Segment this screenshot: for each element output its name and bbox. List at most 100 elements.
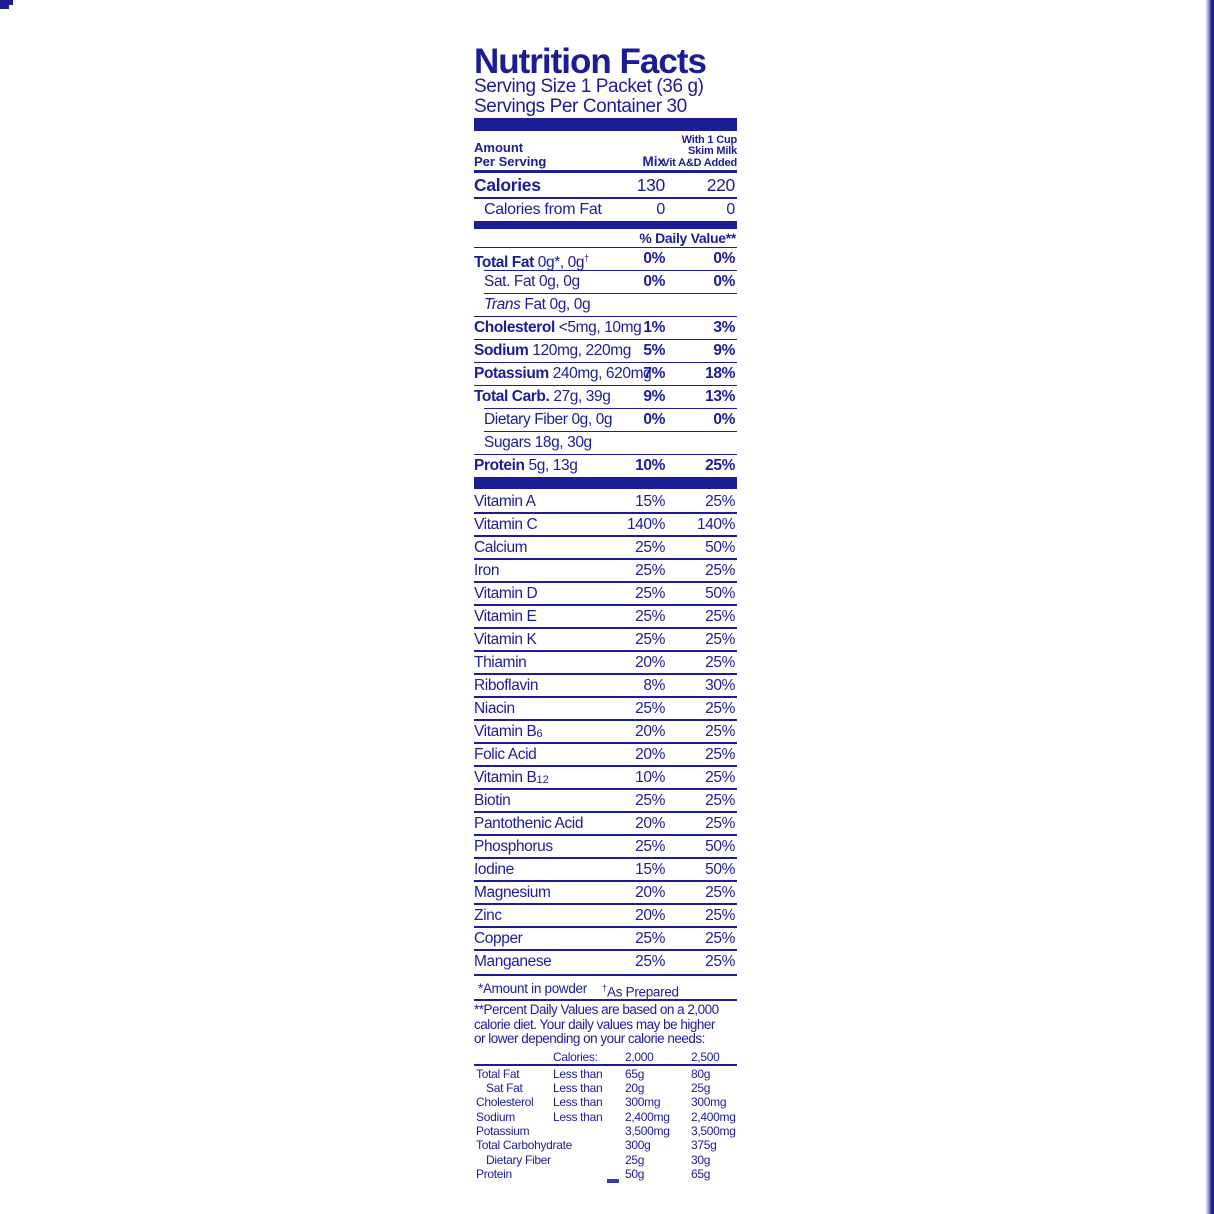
reference-qualifier: Less than — [553, 1109, 603, 1124]
reference-value-2500: 300mg — [691, 1095, 727, 1110]
row-separator — [484, 407, 737, 409]
vitamin-row: Thiamin 20% 25% — [474, 652, 737, 674]
row-separator — [474, 834, 737, 836]
vitamin-label: Calcium — [474, 539, 528, 556]
vitamin-row: Vitamin A 15% 25% — [474, 491, 737, 513]
vitamin-row: Vitamin K 25% 25% — [474, 629, 737, 651]
vitamin-mix-percent: 25% — [635, 584, 665, 602]
vitamin-row: Calcium 25% 50% — [474, 537, 737, 559]
vitamin-prepared-percent: 25% — [705, 929, 735, 947]
separator-line — [474, 999, 737, 1001]
vitamin-subscript: 12 — [536, 773, 549, 786]
as-prepared-note: †As Prepared — [602, 983, 679, 1000]
prepared-header-line1: With 1 Cup — [681, 133, 738, 146]
vitamin-prepared-percent: 50% — [705, 584, 735, 602]
vitamin-prepared-percent: 25% — [705, 699, 735, 717]
row-separator — [484, 430, 737, 432]
calories-from-fat-label: Calories from Fat — [484, 201, 602, 218]
reference-value-2500: 2,400mg — [691, 1109, 736, 1124]
vitamin-mix-percent: 20% — [635, 722, 665, 740]
nutrient-name: Sat. Fat — [484, 273, 536, 290]
reference-value-2000: 20g — [625, 1081, 645, 1096]
vitamin-mix-percent: 25% — [635, 538, 665, 556]
note-line-1: **Percent Daily Values are based on a 2,… — [474, 1002, 719, 1017]
vitamin-label: Vitamin D — [474, 585, 538, 602]
row-separator — [474, 453, 737, 455]
vitamin-name: Magnesium — [474, 883, 551, 901]
nutrient-row: Total Fat 0g*, 0g† 0% 0% — [474, 248, 737, 271]
column-header-block: Amount Per Serving Mix With 1 Cup Skim M… — [474, 131, 737, 170]
nutrient-row: Trans Fat 0g, 0g — [474, 294, 737, 316]
reference-name: Cholesterol — [476, 1095, 534, 1110]
nutrient-mix-percent: 5% — [643, 342, 665, 359]
nutrient-label: Sugars 18g, 30g — [474, 434, 592, 451]
reference-value-2000: 300mg — [625, 1095, 661, 1110]
vitamin-rows: Vitamin A 15% 25% Vitamin C 140% 140% Calcium 2… — [474, 491, 737, 973]
reference-value-2500: 25g — [691, 1081, 711, 1096]
vitamin-prepared-percent: 25% — [705, 492, 735, 510]
vitamin-name: Zinc — [474, 906, 502, 924]
vitamin-label: Magnesium — [474, 884, 551, 901]
vitamin-row: Vitamin B6 20% 25% — [474, 721, 737, 743]
nutrient-mix-percent: 0% — [643, 273, 665, 290]
nutrient-name: Sodium — [474, 342, 529, 359]
vitamin-label: Vitamin B6 — [474, 723, 543, 740]
row-separator — [474, 558, 737, 560]
vitamin-row: Vitamin B12 10% 25% — [474, 767, 737, 789]
percent-daily-value-note: **Percent Daily Values are based on a 2,… — [474, 1002, 737, 1047]
vitamin-prepared-percent: 25% — [705, 653, 735, 671]
nutrition-facts-panel: Nutrition Facts Serving Size 1 Packet (3… — [474, 44, 737, 1181]
calories-from-fat-prepared-value: 0 — [726, 201, 735, 218]
reference-value-2000: 50g — [625, 1166, 645, 1181]
vitamin-mix-percent: 10% — [635, 768, 665, 786]
nutrient-mix-percent: 1% — [643, 319, 665, 336]
vitamin-row: Copper 25% 25% — [474, 928, 737, 950]
vitamin-label: Folic Acid — [474, 746, 537, 763]
row-separator — [474, 765, 737, 767]
row-separator — [474, 949, 737, 951]
vitamin-prepared-percent: 25% — [705, 722, 735, 740]
vitamin-label: Biotin — [474, 792, 511, 809]
vitamin-mix-percent: 25% — [635, 561, 665, 579]
reference-value-2500: 3,500mg — [691, 1123, 736, 1138]
vitamin-name: Vitamin B — [474, 768, 537, 786]
reference-values-table: Calories: 2,000 2,500 Total Fat Less than… — [474, 1050, 737, 1181]
vitamin-label: Niacin — [474, 700, 515, 717]
nutrient-row: Dietary Fiber 0g, 0g 0% 0% — [474, 409, 737, 431]
row-separator — [474, 512, 737, 514]
vitamin-name: Thiamin — [474, 653, 527, 671]
note-line-2: calorie diet. Your daily values may be h… — [474, 1016, 715, 1032]
vitamin-mix-percent: 20% — [635, 883, 665, 901]
nutrient-mix-percent: 9% — [643, 388, 665, 405]
reference-value-2000: 300g — [625, 1138, 651, 1153]
nutrient-row: Total Carb. 27g, 39g 9% 13% — [474, 386, 737, 408]
vitamin-label: Phosphorus — [474, 838, 553, 855]
vitamin-mix-percent: 15% — [635, 492, 665, 510]
nutrient-mix-percent: 0% — [643, 411, 665, 428]
amount-header-line1: Amount — [474, 140, 524, 155]
nutrient-mix-percent: 7% — [643, 365, 665, 382]
vitamin-row: Manganese 25% 25% — [474, 951, 737, 973]
calories-2500-header: 2,500 — [691, 1049, 720, 1064]
vitamin-prepared-percent: 50% — [705, 837, 735, 855]
vitamin-label: Vitamin K — [474, 630, 537, 648]
prepared-header-line3: Vit A&D Added — [662, 156, 737, 169]
nutrient-rows: Total Fat 0g*, 0g† 0% 0% Sat. Fat 0g, 0g 0% 0… — [474, 248, 737, 477]
nutrient-mix-percent: 10% — [635, 457, 665, 474]
vitamin-row: Magnesium 20% 25% — [474, 882, 737, 904]
row-separator — [474, 361, 737, 363]
vitamin-prepared-percent: 140% — [696, 515, 735, 533]
nutrient-name: Total Carb. — [474, 388, 550, 405]
reference-qualifier: Less than — [553, 1066, 603, 1081]
amount-per-serving-header: Amount Per Serving — [474, 141, 546, 169]
nutrient-name: Dietary Fiber — [484, 411, 568, 428]
nutrient-amount: 120mg, 220mg — [528, 342, 631, 359]
vitamin-mix-percent: 20% — [635, 745, 665, 763]
vitamin-name: Riboflavin — [474, 676, 539, 694]
separator-line — [474, 974, 737, 976]
vitamin-prepared-percent: 25% — [705, 883, 735, 901]
vitamin-name: Vitamin E — [474, 607, 537, 625]
vitamin-prepared-percent: 25% — [705, 607, 735, 625]
vitamin-name: Vitamin K — [474, 630, 537, 648]
nutrient-label: Total Fat 0g*, 0g† — [474, 253, 589, 271]
